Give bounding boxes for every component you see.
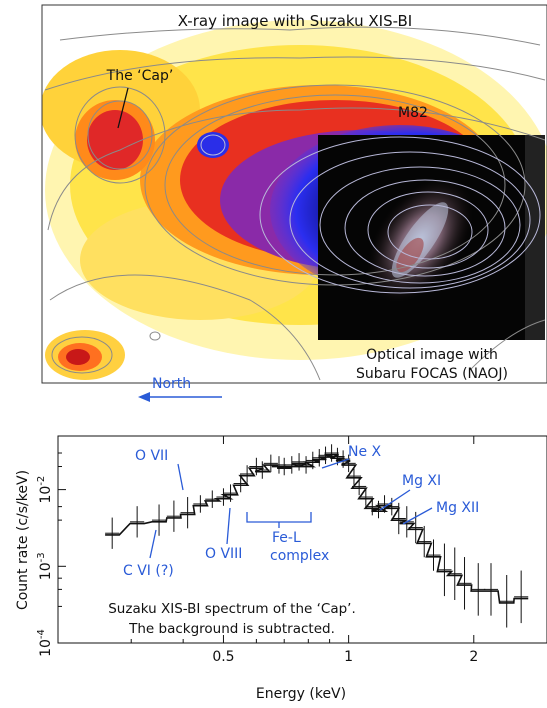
xray-image-panel: [42, 5, 547, 383]
line-markers: [149, 458, 433, 559]
cap-label: The ‘Cap’: [106, 68, 174, 84]
data-point: [471, 563, 486, 616]
data-point: [358, 488, 373, 506]
data-point: [193, 495, 208, 513]
north-label: North: [152, 376, 191, 392]
data-point: [223, 484, 238, 502]
data-point: [312, 449, 327, 467]
data-point: [130, 506, 145, 538]
data-point: [352, 477, 367, 496]
data-point: [514, 570, 529, 624]
data-point: [324, 444, 339, 462]
y-tick-label: 10-3: [36, 552, 54, 580]
spectrum-caption-2: The background is subtracted.: [128, 621, 335, 637]
x-tick-label: 0.5: [212, 649, 234, 665]
data-point: [105, 517, 120, 549]
data-point: [284, 456, 299, 474]
y-tick-label: 10-2: [36, 476, 54, 504]
spectrum-caption-1: Suzaku XIS-BI spectrum of the ‘Cap’.: [108, 601, 356, 617]
x-axis-label: Energy (keV): [256, 686, 346, 702]
data-point: [216, 488, 231, 506]
data-point: [249, 457, 264, 476]
data-point: [271, 456, 287, 474]
data-point: [341, 454, 356, 473]
data-point: [426, 539, 441, 571]
north-arrow-icon: [138, 392, 222, 402]
data-point: [391, 502, 406, 535]
data-point: [263, 454, 278, 473]
data-point: [151, 504, 167, 536]
data-point: [437, 543, 452, 597]
data-point: [346, 467, 362, 485]
mg-xii-label: Mg XII: [436, 500, 479, 516]
data-point: [483, 563, 499, 616]
data-point: [233, 474, 248, 493]
y-axis-label: Count rate (c/s/keV): [15, 470, 31, 610]
data-point: [277, 457, 292, 476]
data-point: [205, 490, 220, 508]
fe-l-label-1: Fe-L: [272, 530, 301, 546]
data-point: [384, 497, 399, 516]
data-point: [240, 465, 255, 483]
data-point: [305, 451, 320, 470]
data-points: [105, 444, 529, 628]
data-point: [447, 547, 462, 600]
data-point: [166, 500, 181, 532]
data-point: [318, 446, 333, 465]
data-point: [365, 497, 380, 516]
o-vii-label: O VII: [135, 448, 168, 464]
x-axis: 0.5 1 2: [130, 436, 547, 665]
mg-xi-label: Mg XI: [402, 473, 441, 489]
x-tick-label: 2: [469, 649, 478, 665]
data-point: [180, 497, 195, 529]
data-point: [417, 525, 432, 558]
xray-panel-frame: [41, 4, 547, 384]
m82-label: M82: [398, 105, 428, 121]
x-tick-label: 1: [344, 649, 353, 665]
data-point: [255, 461, 270, 479]
optical-label-line2: Subaru FOCAS (NAOJ): [356, 366, 508, 382]
data-point: [499, 575, 514, 628]
o-viii-label: O VIII: [205, 546, 242, 562]
y-tick-label: 10-4: [36, 629, 54, 657]
c-vi-label: C VI (?): [123, 563, 174, 579]
fe-l-label-2: complex: [270, 548, 329, 564]
data-point: [291, 453, 307, 471]
ne-x-label: Ne X: [348, 444, 382, 460]
data-point: [298, 456, 314, 474]
spectrum-plot-frame: [57, 435, 547, 644]
y-axis: 10-2 10-3 10-4: [36, 452, 66, 657]
xray-title: X-ray image with Suzaku XIS-BI: [178, 12, 412, 30]
cap-pointer: [117, 87, 129, 129]
optical-label-line1: Optical image with: [366, 347, 498, 363]
data-point: [457, 557, 472, 610]
